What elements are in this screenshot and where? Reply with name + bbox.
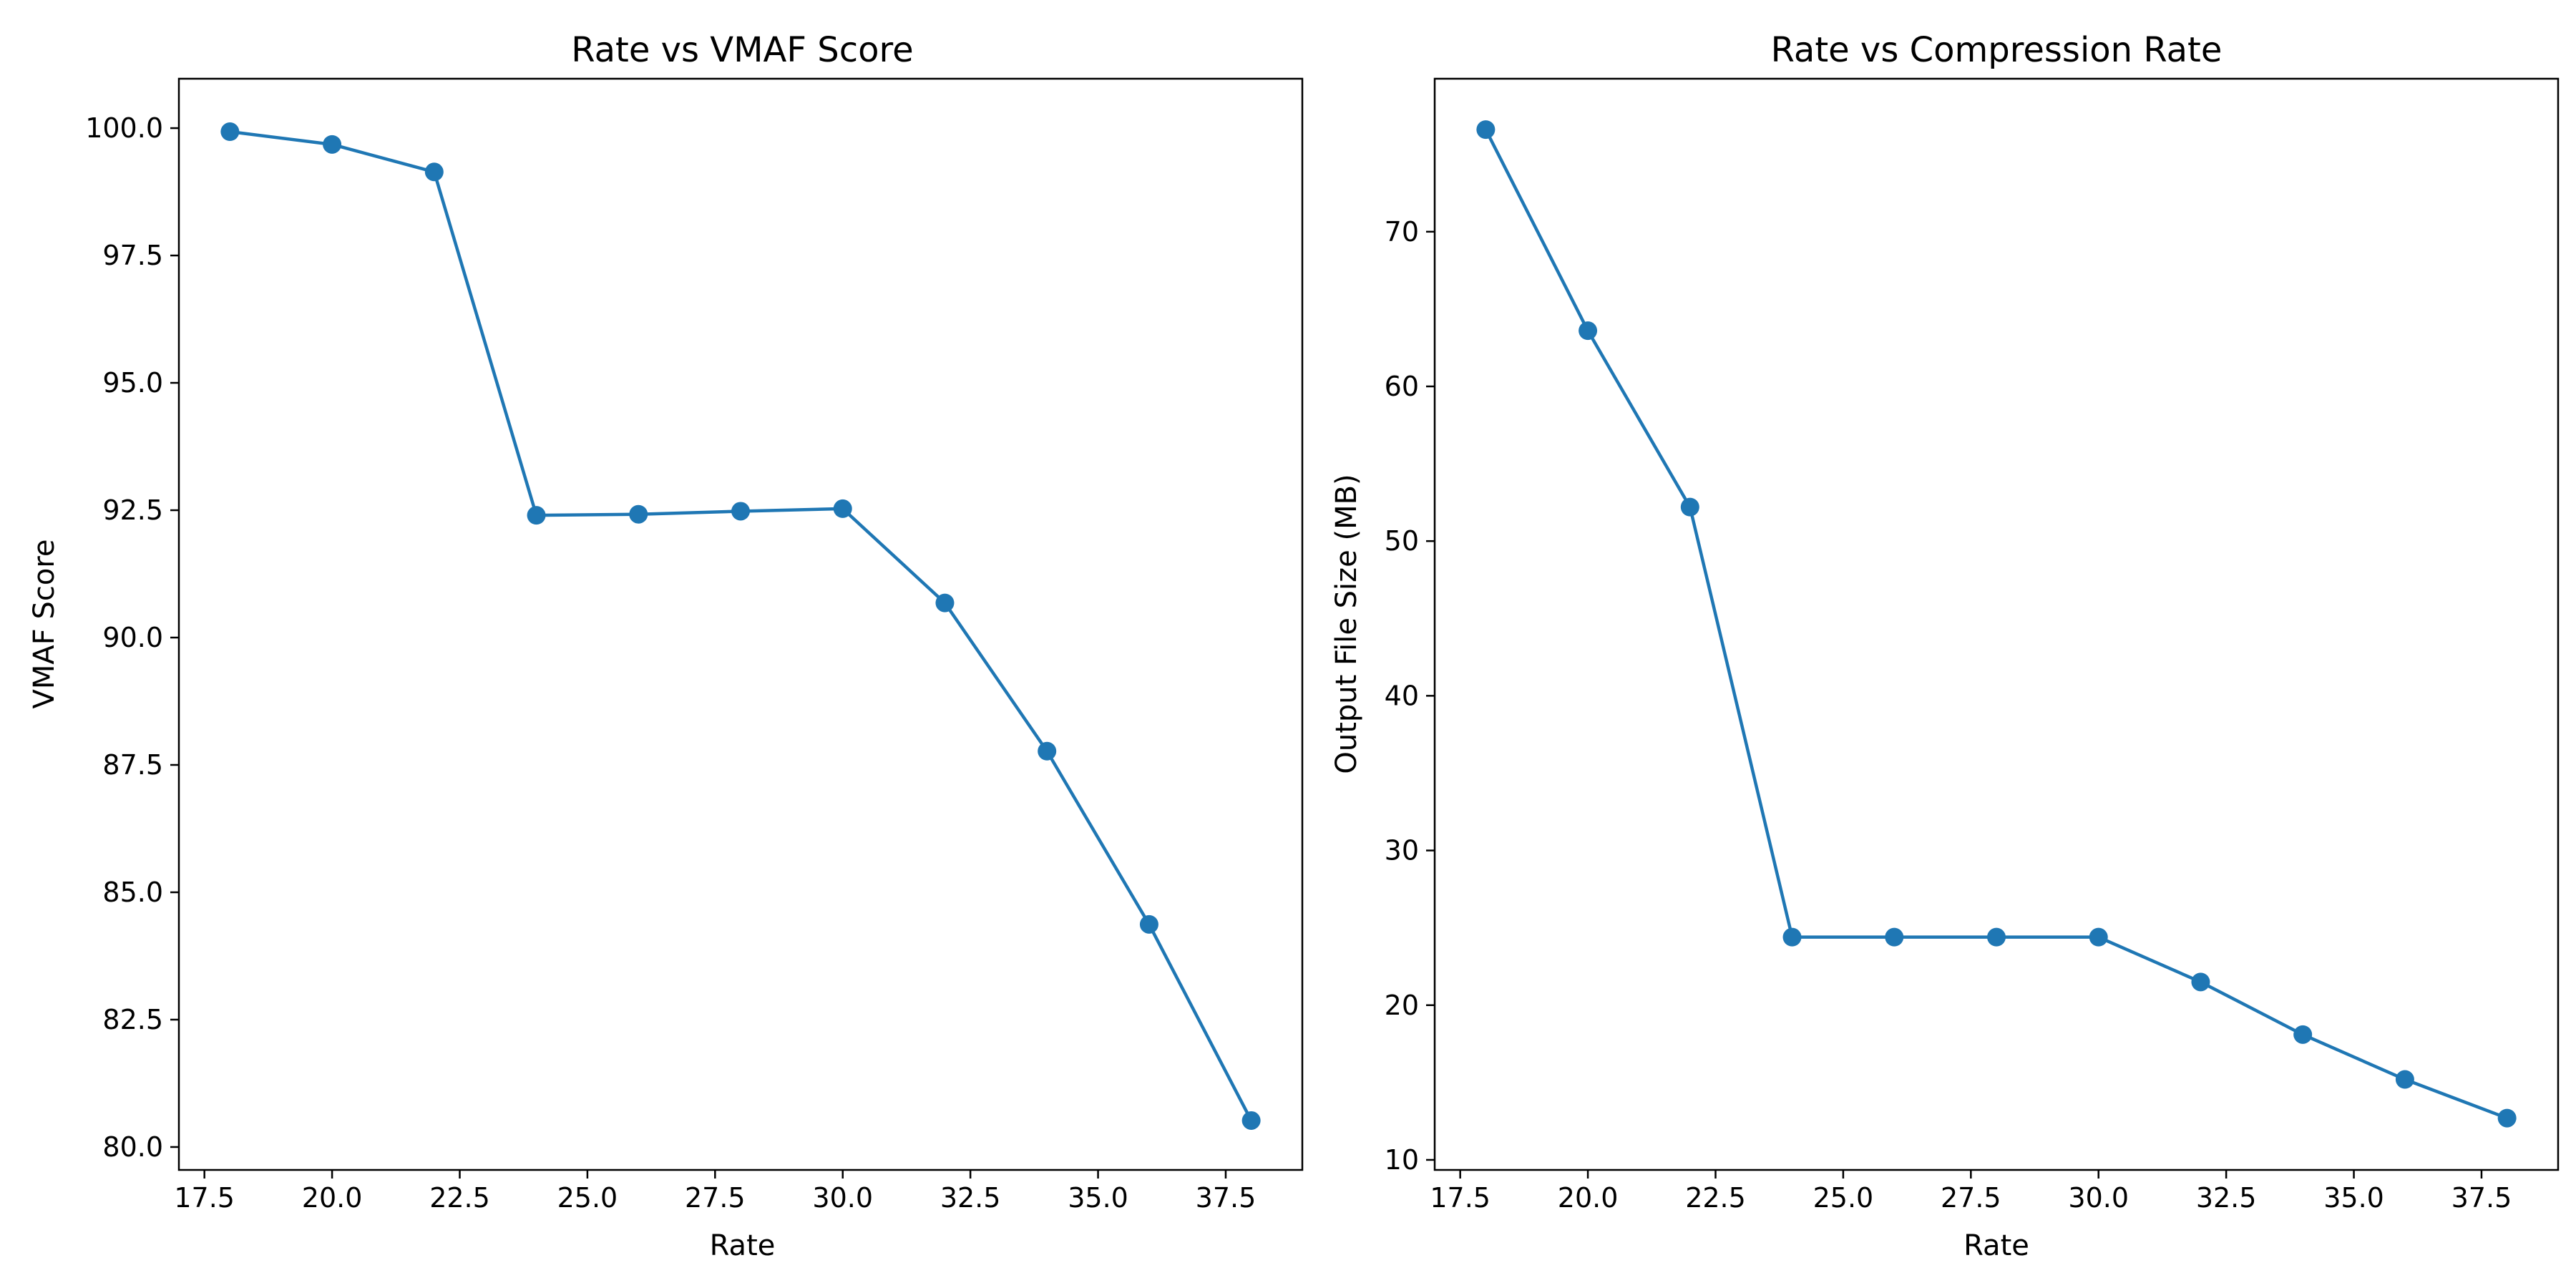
x-tick-label: 20.0	[302, 1182, 363, 1214]
axes-frame	[1433, 77, 2560, 1171]
data-point	[1038, 741, 1057, 761]
x-tick-label: 32.5	[940, 1182, 1001, 1214]
y-tick-label: 80.0	[102, 1131, 163, 1163]
data-point	[2191, 972, 2210, 992]
x-tick-label: 37.5	[2451, 1182, 2512, 1214]
y-tick-label: 30	[1385, 835, 1419, 867]
data-point	[220, 122, 240, 142]
x-tick-label: 30.0	[812, 1182, 873, 1214]
data-point	[1139, 914, 1158, 934]
x-tick-label: 17.5	[1430, 1182, 1491, 1214]
y-tick-label: 70	[1385, 216, 1419, 248]
data-point	[1987, 927, 2006, 947]
y-axis-label: VMAF Score	[28, 540, 61, 709]
data-point	[2089, 927, 2108, 947]
x-tick-label: 27.5	[1941, 1182, 2001, 1214]
y-tick-label: 92.5	[102, 494, 163, 526]
axes-frame	[177, 77, 1304, 1171]
y-tick-label: 90.0	[102, 622, 163, 653]
data-point	[2293, 1025, 2313, 1044]
x-tick-label: 22.5	[1685, 1182, 1746, 1214]
chart-title: Rate vs VMAF Score	[571, 30, 913, 70]
chart-panel-compression: Rate vs Compression Rate Rate Output Fil…	[1330, 30, 2560, 1262]
x-axis-label: Rate	[710, 1229, 776, 1262]
data-point	[424, 162, 444, 182]
y-tick-label: 50	[1385, 525, 1419, 557]
x-tick-label: 30.0	[2068, 1182, 2129, 1214]
data-point	[629, 504, 648, 524]
x-tick-label: 25.0	[557, 1182, 618, 1214]
x-tick-label: 17.5	[174, 1182, 235, 1214]
chart-title: Rate vs Compression Rate	[1771, 30, 2223, 70]
x-tick-label: 22.5	[429, 1182, 490, 1214]
plot-area: 17.5 20.0 22.5 25.0 27.5 30.0 32.5 35.0 37.5 10 20…	[1385, 77, 2560, 1214]
data-point	[1782, 927, 1802, 947]
data-point	[1476, 120, 1496, 140]
x-tick-label: 35.0	[1068, 1182, 1128, 1214]
data-point	[527, 506, 546, 525]
y-tick-label: 20	[1385, 990, 1419, 1021]
y-tick-label: 85.0	[102, 877, 163, 908]
y-tick-label: 60	[1385, 371, 1419, 402]
data-point	[1241, 1111, 1261, 1130]
data-point	[1579, 321, 1598, 341]
x-tick-label: 35.0	[2323, 1182, 2384, 1214]
x-tick-label: 27.5	[685, 1182, 746, 1214]
y-axis-label: Output File Size (MB)	[1330, 474, 1363, 774]
x-tick-label: 32.5	[2196, 1182, 2257, 1214]
x-axis-label: Rate	[1963, 1229, 2029, 1262]
data-point	[2497, 1108, 2517, 1128]
data-point	[1885, 927, 1904, 947]
y-tick-label: 97.5	[102, 240, 163, 271]
y-tick-label: 87.5	[102, 749, 163, 781]
y-tick-label: 95.0	[102, 367, 163, 399]
x-tick-label: 25.0	[1813, 1182, 1874, 1214]
chart-panel-vmaf: Rate vs VMAF Score Rate VMAF Score 17.5 2…	[28, 30, 1304, 1262]
y-tick-label: 10	[1385, 1144, 1419, 1176]
x-tick-label: 37.5	[1196, 1182, 1257, 1214]
data-point	[935, 593, 955, 613]
data-point	[731, 502, 750, 521]
y-tick-label: 82.5	[102, 1004, 163, 1035]
y-tick-label: 40	[1385, 680, 1419, 711]
y-tick-label: 100.0	[85, 112, 163, 144]
x-tick-label: 20.0	[1558, 1182, 1619, 1214]
data-point	[2395, 1070, 2414, 1089]
data-point	[323, 135, 342, 154]
data-point	[1680, 497, 1699, 517]
data-point	[833, 499, 852, 518]
plot-area: 17.5 20.0 22.5 25.0 27.5 30.0 32.5 35.0 37.5 80.0…	[85, 77, 1304, 1214]
